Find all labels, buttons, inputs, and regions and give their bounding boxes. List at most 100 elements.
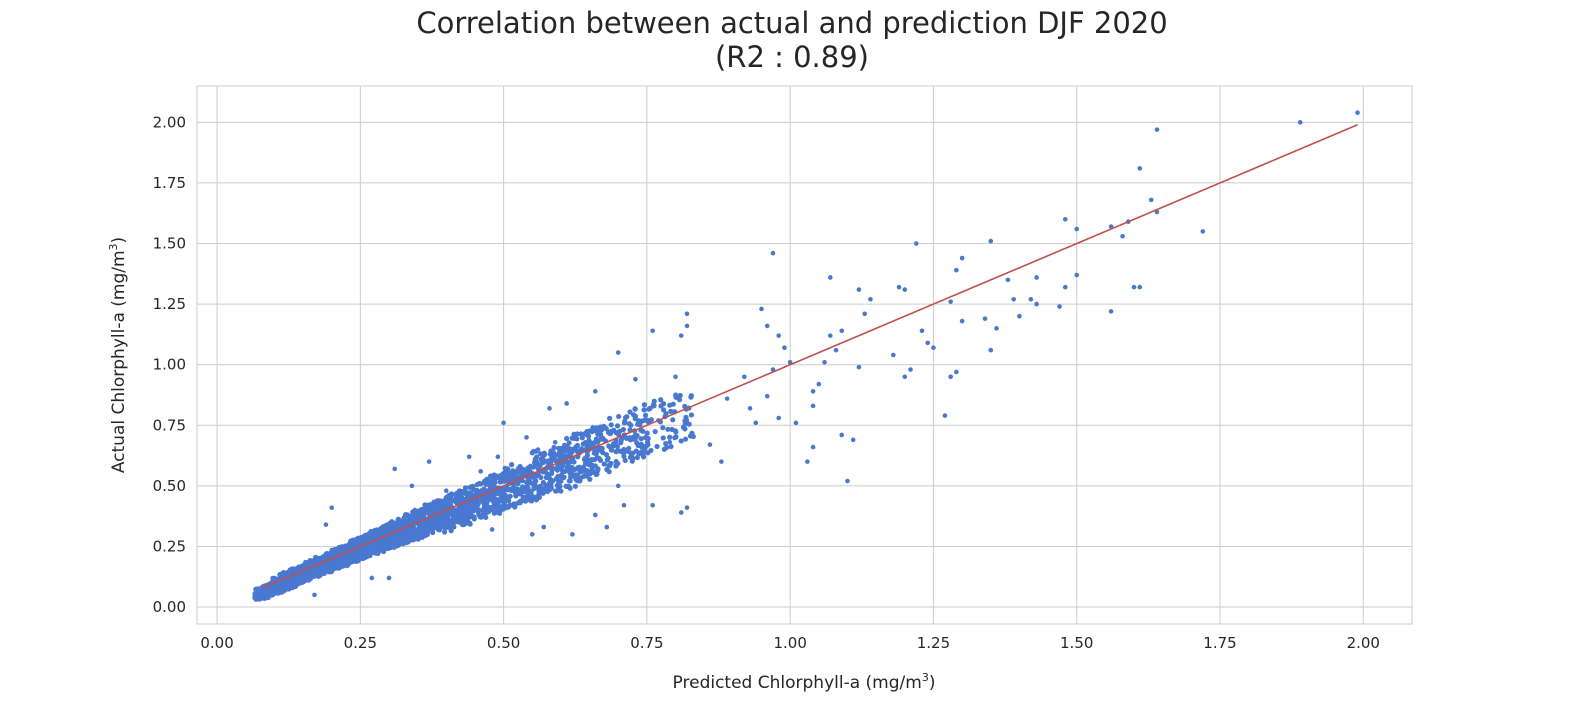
- data-point: [478, 469, 483, 474]
- cloud-point: [467, 521, 473, 527]
- data-point: [1137, 166, 1143, 171]
- data-point: [638, 449, 644, 455]
- cloud-point: [660, 435, 666, 441]
- data-point: [793, 420, 799, 426]
- cloud-point: [419, 510, 425, 516]
- cloud-point: [665, 426, 671, 432]
- data-point: [1062, 216, 1068, 222]
- data-point: [1005, 277, 1011, 283]
- cloud-point: [567, 485, 573, 491]
- cloud-point: [557, 454, 563, 461]
- cloud-point: [457, 488, 463, 494]
- x-tick-label: 0.75: [630, 634, 663, 652]
- cloud-point: [491, 472, 497, 478]
- y-tick-label: 0.50: [153, 477, 186, 495]
- cloud-point: [446, 524, 452, 530]
- data-point: [994, 326, 999, 331]
- data-point: [919, 328, 925, 334]
- data-point: [1137, 284, 1143, 290]
- data-point: [776, 415, 782, 421]
- cloud-point: [613, 463, 619, 469]
- x-tick-label: 1.75: [1203, 634, 1236, 652]
- cloud-point: [516, 487, 523, 493]
- cloud-point: [471, 516, 477, 522]
- cloud-point: [564, 435, 570, 442]
- cloud-point: [603, 425, 609, 432]
- cloud-point: [491, 510, 497, 516]
- cloud-point: [601, 461, 607, 467]
- data-point: [444, 488, 449, 494]
- cloud-point: [560, 450, 566, 456]
- cloud-point: [603, 452, 610, 458]
- cloud-point: [567, 446, 574, 452]
- cloud-point: [450, 523, 456, 529]
- cloud-point: [613, 459, 619, 465]
- cloud-point: [682, 426, 688, 432]
- data-point: [759, 306, 764, 312]
- cloud-point: [577, 468, 584, 474]
- data-point: [650, 502, 655, 508]
- cloud-point: [440, 498, 446, 505]
- cloud-point: [553, 475, 560, 482]
- cloud-point: [400, 521, 406, 527]
- cloud-point: [445, 512, 451, 518]
- y-axis-label: Actual Chlorphyll-a (mg/m3): [107, 237, 129, 473]
- cloud-point: [425, 506, 432, 512]
- cloud-point: [642, 445, 648, 451]
- cloud-point: [528, 480, 534, 486]
- cloud-point: [590, 425, 596, 431]
- cloud-point: [628, 454, 634, 460]
- cloud-point: [667, 434, 673, 440]
- data-point: [896, 284, 902, 290]
- cloud-point: [673, 392, 679, 398]
- cloud-point: [647, 405, 653, 411]
- cloud-point: [426, 520, 432, 526]
- cloud-point: [460, 497, 466, 503]
- cloud-point: [591, 439, 598, 446]
- data-point: [942, 413, 948, 418]
- cloud-point: [565, 467, 571, 474]
- cloud-point: [641, 402, 647, 408]
- cloud-point: [554, 482, 560, 489]
- data-point: [1148, 197, 1154, 203]
- data-point: [959, 318, 965, 324]
- data-point: [541, 524, 547, 530]
- cloud-point: [687, 433, 694, 439]
- cloud-point: [315, 571, 321, 577]
- cloud-point: [380, 524, 386, 530]
- cloud-point: [598, 434, 605, 441]
- cloud-point: [661, 446, 667, 452]
- cloud-point: [583, 470, 589, 476]
- data-point: [489, 527, 495, 532]
- cloud-point: [515, 480, 521, 487]
- cloud-point: [512, 504, 518, 510]
- point-cloud: [252, 392, 696, 602]
- data-point: [931, 345, 936, 351]
- data-point: [959, 255, 965, 261]
- cloud-point: [280, 570, 287, 576]
- data-point: [724, 396, 730, 401]
- cloud-point: [608, 428, 614, 434]
- data-point: [891, 352, 896, 358]
- cloud-point: [371, 530, 377, 536]
- data-point: [529, 532, 535, 537]
- cloud-point: [587, 476, 593, 482]
- cloud-point: [536, 490, 543, 496]
- cloud-point: [348, 559, 354, 565]
- data-point: [581, 464, 587, 469]
- cloud-point: [533, 459, 539, 465]
- cloud-point: [654, 443, 660, 450]
- cloud-point: [412, 507, 418, 514]
- cloud-point: [541, 452, 547, 458]
- cloud-point: [373, 550, 379, 556]
- cloud-point: [422, 502, 428, 508]
- cloud-point: [270, 585, 277, 591]
- cloud-point: [405, 533, 412, 539]
- data-point: [856, 364, 862, 370]
- cloud-point: [540, 479, 546, 486]
- data-point: [764, 393, 770, 399]
- data-point: [570, 532, 575, 537]
- cloud-point: [641, 407, 647, 413]
- cloud-point: [668, 443, 674, 450]
